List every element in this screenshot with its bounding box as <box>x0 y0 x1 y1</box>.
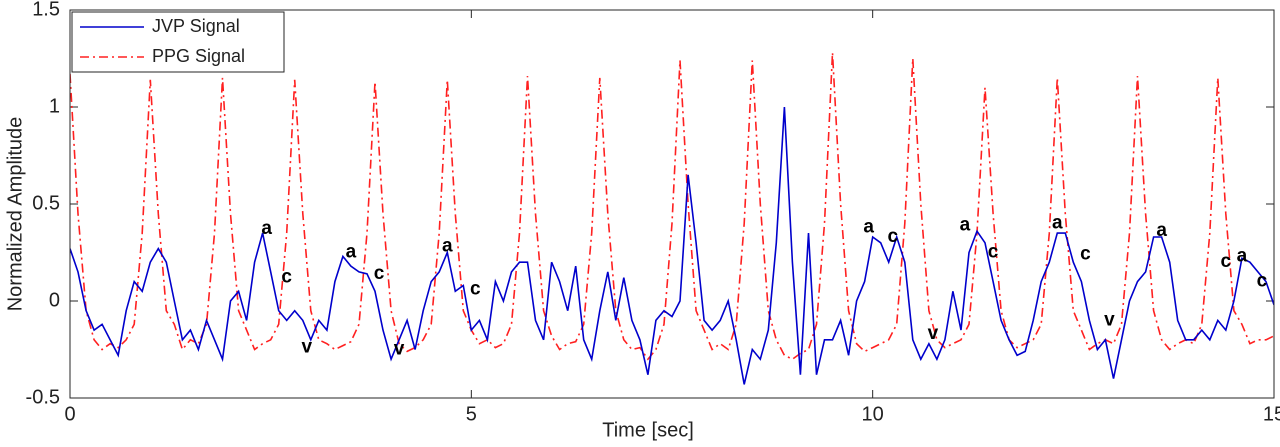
annotation: c <box>374 263 385 284</box>
annotation: a <box>1156 220 1167 241</box>
annotation: c <box>1221 251 1232 272</box>
annotation: v <box>928 323 939 344</box>
annotation: c <box>1080 243 1091 264</box>
x-tick-label: 15 <box>1263 403 1280 425</box>
y-tick-label: 1.5 <box>32 0 60 20</box>
annotation: c <box>887 226 898 247</box>
y-tick-label: 1 <box>49 95 60 117</box>
annotation: v <box>394 339 405 360</box>
annotation: v <box>1104 309 1115 330</box>
y-tick-label: 0 <box>49 289 60 311</box>
annotation: a <box>863 216 874 237</box>
annotation: a <box>261 218 272 239</box>
annotation: a <box>1237 245 1248 266</box>
x-axis-label: Time [sec] <box>602 419 694 441</box>
y-tick-label: 0.5 <box>32 192 60 214</box>
series-line <box>70 52 1274 361</box>
y-axis-label: Normalized Amplitude <box>4 117 26 312</box>
legend-label: PPG Signal <box>152 46 245 66</box>
plot-frame <box>69 9 1275 399</box>
y-tick-label: -0.5 <box>26 386 60 408</box>
annotation: a <box>960 214 971 235</box>
legend-box <box>71 11 285 73</box>
annotation: a <box>346 242 357 263</box>
annotation: c <box>988 242 999 263</box>
x-tick-label: 0 <box>64 403 75 425</box>
annotation: v <box>301 337 312 358</box>
legend-label: JVP Signal <box>152 16 240 36</box>
annotation: a <box>442 236 453 257</box>
series-line <box>70 106 1274 385</box>
annotation: c <box>1257 271 1268 292</box>
annotation: c <box>470 278 481 299</box>
annotation: c <box>281 267 292 288</box>
x-tick-label: 10 <box>862 403 884 425</box>
annotation: a <box>1052 212 1063 233</box>
x-tick-label: 5 <box>466 403 477 425</box>
